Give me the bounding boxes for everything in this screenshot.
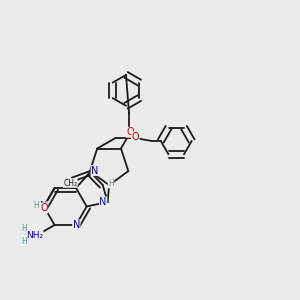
Text: H: H [108, 179, 114, 188]
Text: N: N [100, 197, 107, 207]
Text: N: N [73, 220, 80, 230]
Text: CH₂: CH₂ [63, 178, 77, 188]
Text: O: O [40, 203, 48, 213]
Text: H: H [21, 237, 27, 246]
Text: O: O [126, 127, 134, 137]
Text: NH₂: NH₂ [26, 231, 43, 240]
Text: N: N [91, 166, 98, 176]
Text: H: H [21, 224, 27, 233]
Text: N: N [40, 202, 47, 212]
Text: H: H [33, 201, 39, 210]
Text: O: O [132, 132, 139, 142]
